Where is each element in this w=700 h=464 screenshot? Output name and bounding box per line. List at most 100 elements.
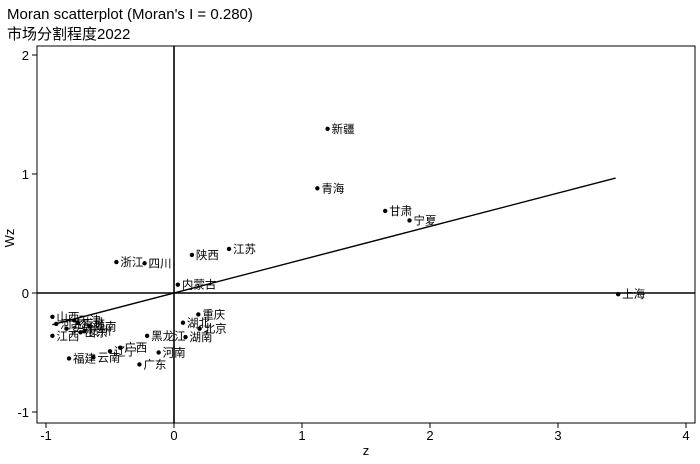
x-tick: 2 (426, 423, 434, 443)
point-label: 山东 (85, 325, 108, 339)
data-point: 山东 (78, 325, 108, 339)
data-point: 湖北 (180, 316, 210, 330)
data-point: 广西 (118, 341, 147, 355)
point-marker (87, 324, 92, 329)
data-point: 陕西 (189, 248, 219, 262)
data-point: 湖南 (183, 330, 213, 344)
point-label: 北京 (204, 322, 227, 336)
point-label: 重庆 (202, 307, 225, 321)
data-point: 上海 (615, 287, 646, 301)
point-label: 新疆 (332, 122, 355, 136)
point-marker (175, 282, 181, 287)
data-point: 山西 (50, 310, 79, 324)
x-tick-label: -1 (40, 428, 52, 443)
data-point: 宁夏 (407, 213, 437, 227)
data-point: 贵州 (82, 324, 111, 338)
x-tick-label: 0 (170, 428, 177, 443)
data-point: 内蒙古 (175, 278, 217, 292)
point-label: 天津 (78, 313, 101, 327)
data-point: 天津 (71, 313, 101, 327)
point-marker (64, 326, 69, 331)
data-point: 海南 (87, 319, 117, 333)
point-marker (82, 328, 87, 334)
point-label: 青海 (321, 181, 344, 195)
data-point: 新疆 (325, 122, 355, 136)
y-tick: 1 (22, 167, 37, 182)
point-label: 辽宁 (114, 344, 137, 358)
regression-line (52, 177, 616, 326)
chart-subtitle: 市场分割程度2022 (7, 26, 130, 43)
point-marker (54, 321, 59, 327)
point-label: 宁夏 (414, 213, 437, 227)
y-tick-label: -1 (17, 405, 29, 420)
plot-frame (36, 45, 696, 424)
point-label: 浙江 (120, 255, 143, 269)
point-label: 陕西 (196, 248, 219, 262)
y-tick: -1 (17, 405, 37, 420)
x-tick: 3 (554, 423, 562, 443)
y-ticks: -1 0 1 2 (17, 48, 37, 420)
point-marker (325, 126, 330, 131)
x-tick: 0 (170, 423, 178, 443)
point-marker (50, 333, 55, 339)
data-point: 甘肃 (383, 204, 412, 218)
x-tick: 4 (682, 423, 690, 443)
point-label: 福建 (73, 351, 96, 365)
point-label: 云南 (97, 350, 120, 364)
x-tick-label: 4 (682, 428, 689, 443)
reference-lines (37, 46, 695, 423)
point-marker (156, 350, 161, 355)
data-point: 辽宁 (107, 344, 137, 358)
x-tick-label: 1 (298, 428, 305, 443)
point-marker (407, 218, 412, 223)
regression-line-group (52, 177, 616, 326)
point-label: 江苏 (233, 242, 256, 256)
point-marker (137, 362, 142, 367)
point-marker (78, 330, 83, 335)
point-marker (66, 356, 72, 361)
data-point: 青海 (315, 181, 345, 195)
data-point: 四川 (142, 256, 172, 270)
point-marker (189, 252, 195, 258)
data-point: 浙江 (114, 255, 144, 269)
point-label: 甘肃 (389, 204, 412, 218)
point-marker (383, 208, 388, 214)
data-point: 黑龙江 (144, 329, 186, 343)
point-label: 内蒙古 (182, 278, 217, 292)
point-marker (315, 186, 320, 191)
point-label: 贵州 (88, 324, 111, 338)
point-marker (196, 312, 201, 317)
y-tick-label: 0 (22, 286, 29, 301)
x-axis-label: z (363, 443, 370, 458)
point-label: 上海 (622, 287, 645, 301)
point-marker (118, 345, 123, 350)
point-label: 山西 (56, 310, 79, 324)
point-label: 广西 (124, 341, 147, 355)
y-axis-label: Wz (2, 229, 17, 248)
point-marker (91, 355, 96, 360)
data-point: 江西 (50, 329, 79, 343)
x-tick: 1 (298, 423, 306, 443)
point-label: 河南 (163, 346, 186, 360)
x-tick-label: 3 (554, 428, 561, 443)
y-tick-label: 2 (22, 48, 29, 63)
point-marker (180, 320, 186, 325)
point-marker (226, 246, 232, 252)
data-point: 河南 (156, 346, 186, 360)
y-tick: 2 (22, 48, 37, 63)
point-marker (50, 314, 55, 319)
point-label: 黑龙江 (151, 329, 186, 343)
point-marker (114, 259, 119, 265)
data-point: 北京 (197, 322, 227, 336)
point-marker (142, 261, 147, 266)
point-marker (615, 291, 621, 297)
y-tick-label: 1 (22, 167, 29, 182)
point-label: 广东 (143, 357, 166, 371)
data-point: 福建 (66, 351, 97, 365)
data-point: 广东 (137, 357, 166, 371)
point-label: 湖北 (187, 316, 210, 330)
data-point: 重庆 (196, 307, 226, 321)
data-point: 江苏 (226, 242, 256, 256)
